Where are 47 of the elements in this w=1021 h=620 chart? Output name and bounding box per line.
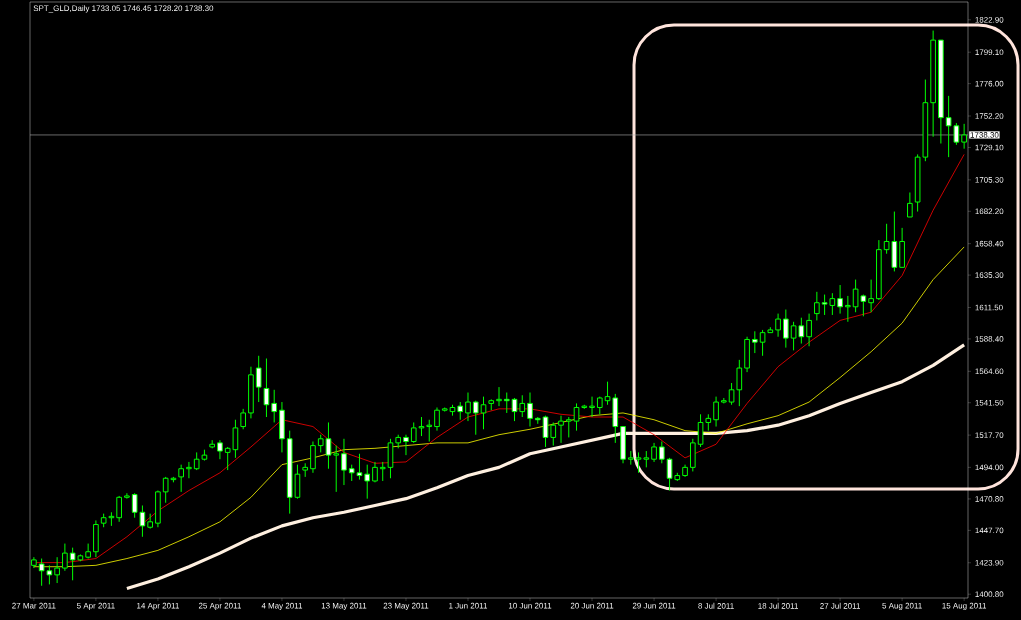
candlestick — [418, 416, 425, 437]
candlestick — [434, 407, 440, 432]
candlestick — [589, 396, 595, 418]
candlestick — [814, 291, 820, 321]
candlestick — [364, 464, 371, 500]
candlestick — [255, 355, 262, 403]
candlestick — [54, 556, 60, 584]
candlestick — [961, 123, 967, 150]
candlestick — [62, 543, 68, 572]
candlestick — [651, 442, 657, 463]
candlestick — [845, 295, 851, 323]
candlestick — [775, 313, 781, 338]
candlestick — [480, 396, 487, 430]
candlestick — [658, 441, 665, 464]
candlestick — [837, 284, 843, 315]
candlestick — [426, 419, 433, 443]
candlestick — [410, 421, 417, 444]
candlestick — [783, 309, 789, 349]
candlestick — [519, 394, 526, 418]
candlestick — [472, 400, 479, 436]
candlestick — [542, 415, 549, 448]
candlestick — [341, 438, 347, 486]
candlestick — [713, 396, 719, 428]
candlestick — [186, 461, 192, 479]
candlestick — [550, 421, 557, 447]
candlestick — [752, 330, 758, 354]
candlestick — [116, 495, 122, 523]
candlestick — [465, 392, 471, 422]
candlestick — [240, 408, 247, 430]
candlestick — [806, 313, 812, 347]
candlestick — [403, 434, 409, 456]
candlestick — [85, 543, 91, 560]
candlestick — [907, 192, 913, 218]
candlestick — [263, 358, 270, 418]
candlestick — [503, 392, 510, 414]
candlestick — [496, 386, 502, 407]
candlestick — [310, 441, 316, 474]
candlestick — [333, 445, 340, 493]
candlestick — [558, 415, 564, 444]
candlestick — [527, 392, 533, 428]
candlestick — [217, 439, 223, 460]
candlestick — [271, 389, 278, 423]
line-series — [33, 246, 965, 568]
candlestick — [178, 464, 184, 493]
candlestick — [868, 279, 874, 313]
candlestick — [124, 492, 130, 500]
candlestick — [565, 416, 572, 438]
